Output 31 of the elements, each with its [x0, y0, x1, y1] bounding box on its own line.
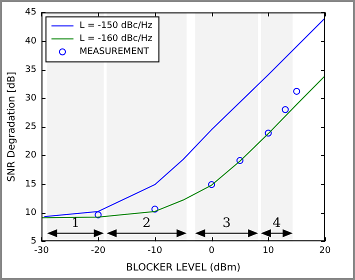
- point: [208, 181, 216, 188]
- x-tick-label: 0: [208, 246, 215, 256]
- x-tick-label: -20: [90, 246, 106, 256]
- band-label: 4: [272, 216, 281, 232]
- legend-label: MEASUREMENT: [79, 47, 150, 58]
- legend-label: L = -160 dBc/Hz: [79, 34, 153, 44]
- y-tick-label: 20: [25, 150, 37, 161]
- band-label: 3: [222, 216, 231, 232]
- x-tick-label: 20: [319, 246, 331, 256]
- band-label: 2: [142, 216, 151, 232]
- y-tick-label: 30: [25, 94, 37, 104]
- point: [94, 211, 102, 218]
- point: [151, 206, 158, 213]
- point: [293, 88, 300, 95]
- y-tick-label: 10: [25, 208, 37, 218]
- y-tick-label: 25: [25, 122, 36, 132]
- point: [264, 130, 272, 137]
- y-tick-label: 45: [25, 8, 36, 18]
- point: [236, 157, 244, 164]
- point: [282, 106, 289, 114]
- x-tick-label: 10: [262, 246, 274, 256]
- x-tick-label: -10: [148, 246, 162, 256]
- x-tick-label: -30: [34, 246, 50, 256]
- y-tick-label: 40: [25, 36, 37, 46]
- y-tick-label: 5: [30, 236, 36, 247]
- y-axis-title: SNR Degradation [dB]: [6, 72, 18, 182]
- y-tick-label: 15: [25, 179, 36, 190]
- band-label: 1: [71, 216, 80, 232]
- y-tick-label: 35: [25, 64, 36, 75]
- legend-label: L = -150 dBc/Hz: [79, 21, 153, 32]
- x-axis-title: BLOCKER LEVEL (dBm): [126, 262, 241, 274]
